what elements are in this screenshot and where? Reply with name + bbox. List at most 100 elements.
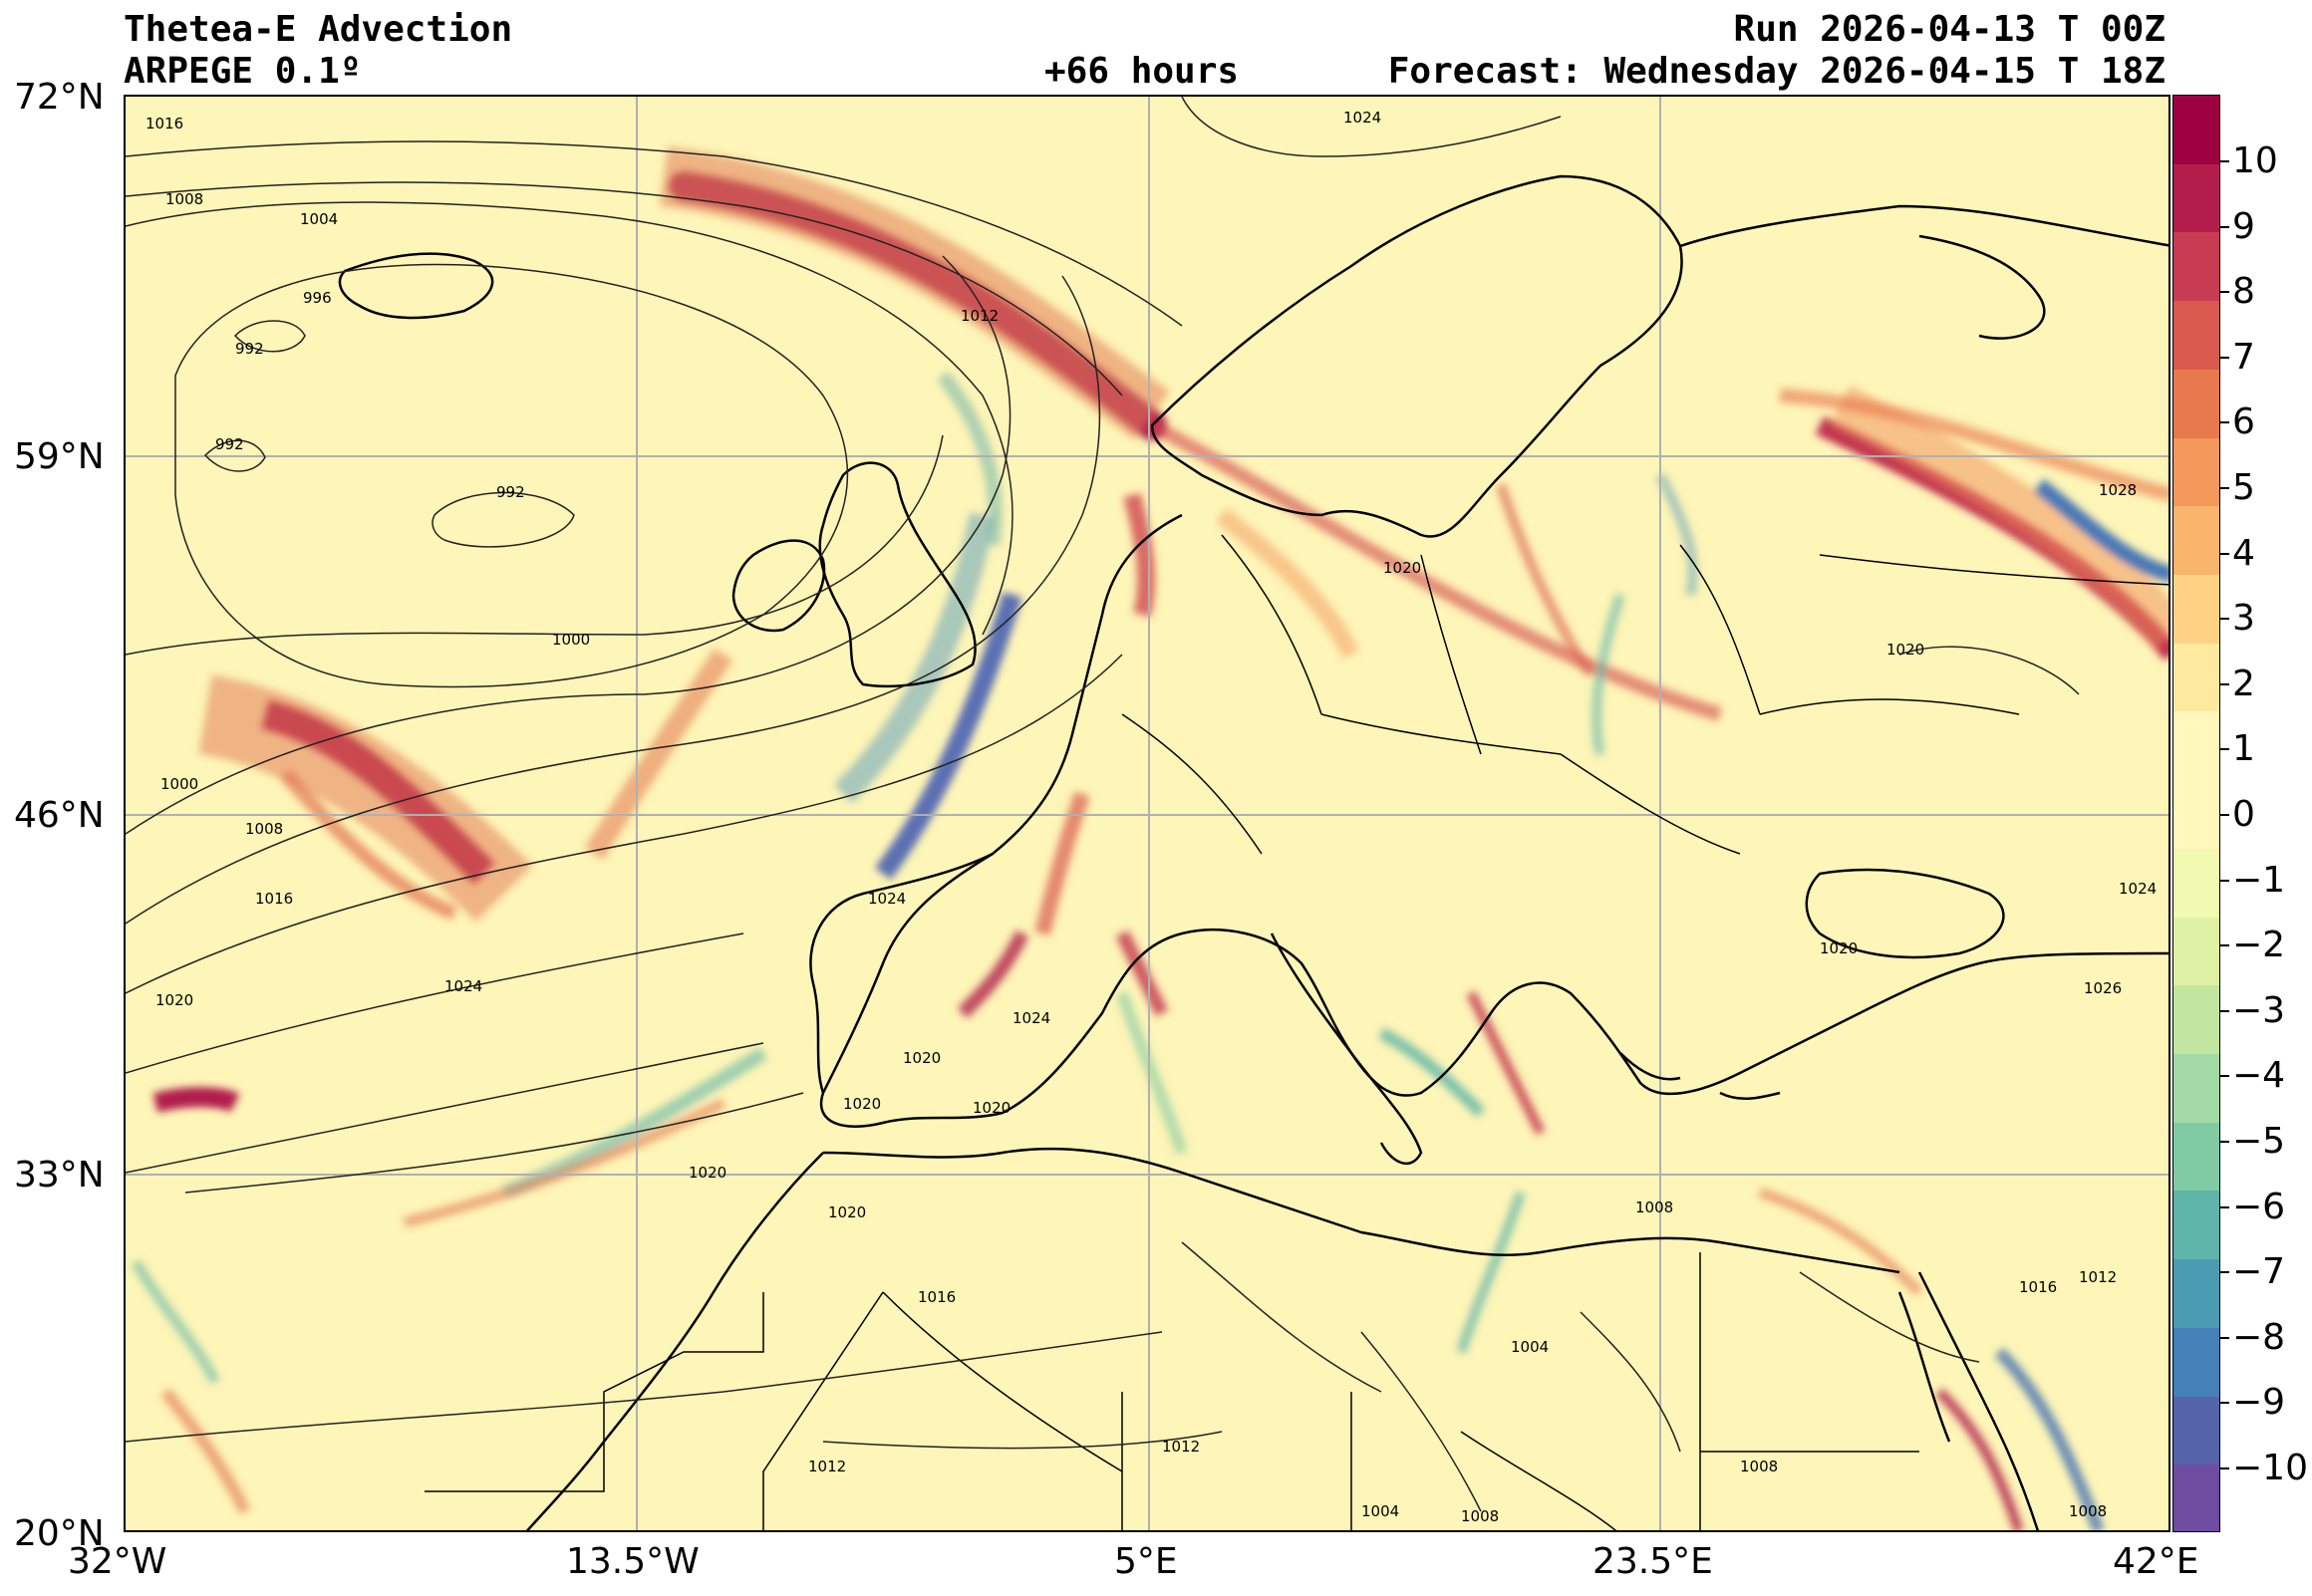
colorbar-tick-mark [2220,487,2229,489]
isobar-label: 1020 [1383,559,1421,577]
colorbar-tick-label: −10 [2232,1448,2308,1488]
colorbar-tick-label: 6 [2232,401,2255,443]
colorbar-segment [2173,985,2219,1055]
colorbar-segment [2173,1259,2219,1329]
colorbar-tick-label: −8 [2232,1316,2286,1358]
colorbar-tick-mark [2220,618,2229,621]
isobar-label: 1016 [145,115,183,133]
colorbar-segment [2173,643,2219,713]
colorbar-tick-mark [2220,1075,2229,1078]
isobar-label: 996 [303,289,332,307]
colorbar [2172,95,2220,1532]
isobar-label: 1008 [165,190,203,208]
colorbar-tick-label: 0 [2232,794,2255,835]
isobar-label: 1008 [2069,1502,2107,1520]
isobar-label: 1020 [828,1203,866,1221]
colorbar-tick-label: 4 [2232,532,2255,574]
lat-tick-label: 59°N [14,436,105,477]
colorbar-tick-mark [2220,225,2229,228]
isobar-label: 1020 [843,1095,881,1113]
colorbar-segment [2173,1191,2219,1261]
colorbar-tick-mark [2220,814,2229,816]
colorbar-tick-mark [2220,1141,2229,1143]
colorbar-tick-mark [2220,1336,2229,1339]
coastlines [338,174,2168,1530]
colorbar-segment [2173,711,2219,782]
isobar-label: 1020 [973,1099,1011,1117]
colorbar-tick-label: −1 [2232,859,2286,901]
country-borders [425,534,2168,1530]
colorbar-tick-label: 8 [2232,271,2255,313]
isobar-label: 1012 [808,1458,846,1475]
lon-tick-label: 5°E [1114,1541,1178,1582]
lat-tick-label: 20°N [14,1513,105,1554]
isobar-label: 1026 [2084,979,2122,997]
isobar-label: 1008 [245,820,283,838]
colorbar-tick-label: −7 [2232,1251,2286,1293]
colorbar-segment [2173,1396,2219,1466]
colorbar-tick-label: −6 [2232,1186,2286,1227]
title-product: Thetea-E Advection [124,9,513,50]
colorbar-tick-mark [2220,291,2229,294]
isobar-label: 1000 [160,775,198,793]
colorbar-tick-label: 10 [2232,140,2278,181]
isobar-label: 1004 [300,210,338,228]
colorbar-tick-mark [2220,1009,2229,1012]
colorbar-segment [2173,917,2219,987]
colorbar-segment [2173,163,2219,234]
colorbar-tick-mark [2220,1402,2229,1405]
colorbar-segment [2173,780,2219,850]
isobar-label: 1024 [1012,1009,1050,1027]
isobar-label: 1028 [2099,481,2137,499]
isobar-labels: 1016 1008 1004 996 992 992 992 1000 1000… [145,109,2157,1525]
colorbar-segment [2173,369,2219,439]
colorbar-tick-label: −2 [2232,925,2286,966]
isobars [126,97,2080,1512]
isobar-label: 1020 [1886,641,1924,659]
advection-field [131,146,2168,1530]
colorbar-tick-label: −3 [2232,989,2286,1031]
colorbar-tick-mark [2220,1271,2229,1274]
isobar-label: 1012 [1162,1438,1200,1456]
title-model: ARPEGE 0.1º [124,51,362,92]
lon-tick-label: 32°W [68,1541,167,1582]
colorbar-tick-label: −5 [2232,1121,2286,1162]
lead-time: +66 hours [1044,51,1240,92]
lon-tick-label: 13.5°W [566,1541,700,1582]
isobar-label: 1016 [255,890,293,908]
colorbar-tick-mark [2220,421,2229,424]
colorbar-tick-mark [2220,879,2229,882]
colorbar-tick-mark [2220,552,2229,555]
isobar-label: 992 [215,435,244,453]
colorbar-segment [2173,575,2219,645]
isobar-label: 1008 [1461,1507,1499,1525]
isobar-label: 1024 [2119,880,2157,898]
isobar-label: 1020 [689,1164,726,1182]
lon-tick-label: 23.5°E [1592,1541,1713,1582]
colorbar-tick-mark [2220,944,2229,947]
isobar-label: 1000 [552,631,590,649]
colorbar-tick-label: 7 [2232,336,2255,378]
isobar-label: 1016 [2019,1278,2057,1296]
isobar-label: 1024 [444,977,482,995]
colorbar-segment [2173,232,2219,303]
isobar-label: 1012 [961,307,999,325]
isobar-label: 1024 [1343,109,1381,127]
map-panel[interactable]: 1016 1008 1004 996 992 992 992 1000 1000… [124,95,2170,1532]
colorbar-tick-label: −9 [2232,1382,2286,1424]
isobar-label: 1008 [1740,1458,1778,1475]
graticule [126,97,2168,1530]
colorbar-segment [2173,437,2219,508]
isobar-label: 1016 [918,1288,956,1306]
colorbar-tick-mark [2220,160,2229,162]
isobar-label: 1012 [2079,1268,2117,1286]
isobar-label: 1020 [903,1049,941,1067]
isobar-label: 992 [235,340,264,358]
forecast-valid-time: Forecast: Wednesday 2026-04-15 T 18Z [1387,51,2166,92]
lat-tick-label: 72°N [14,77,105,118]
colorbar-tick-mark [2220,356,2229,359]
lon-tick-label: 42°E [2113,1541,2199,1582]
isobar-label: 1020 [155,991,193,1009]
colorbar-segment [2173,1054,2219,1124]
isobar-label: 1004 [1511,1338,1549,1356]
